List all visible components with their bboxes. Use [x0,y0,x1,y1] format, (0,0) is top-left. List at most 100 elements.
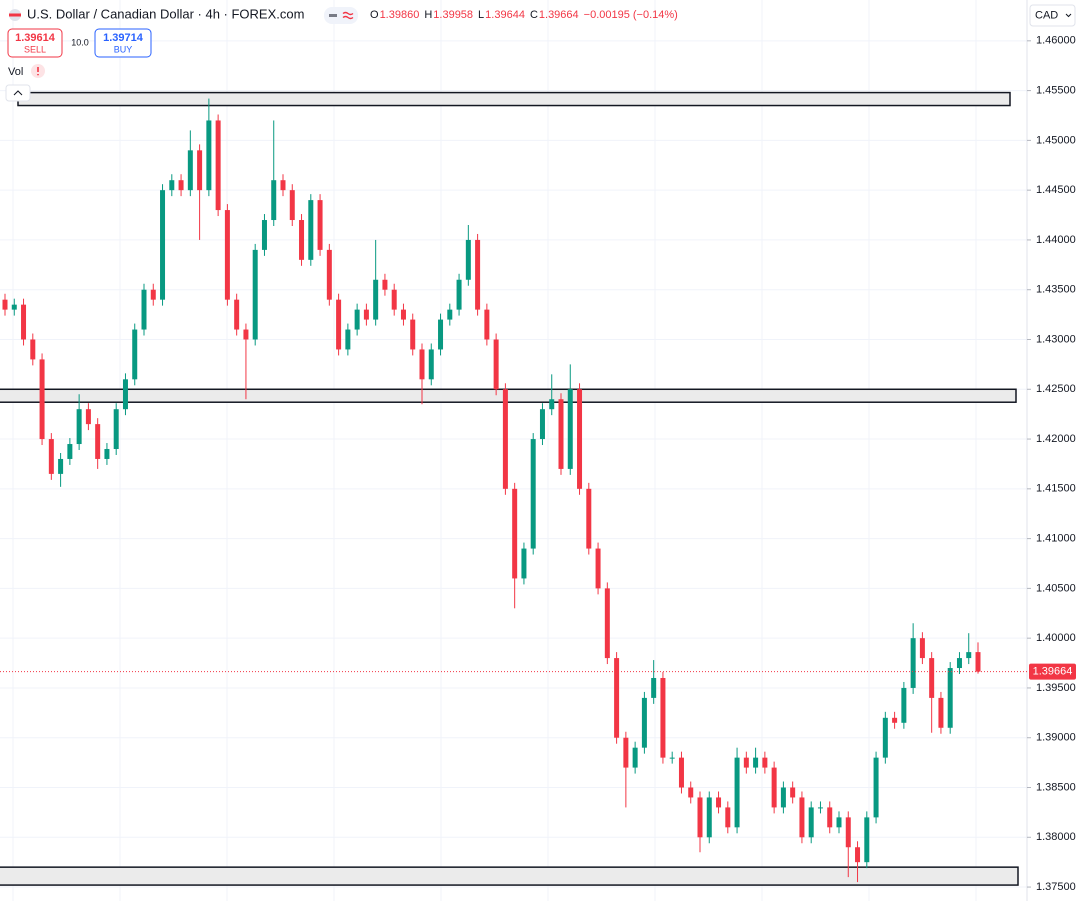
candle-body [530,439,536,549]
candle-body [475,239,481,310]
candle-body [947,668,953,728]
candle-body [929,658,935,698]
y-tick-label: 1.37500 [1036,881,1076,893]
ohlc-value: 1.39860 [380,9,420,21]
candle-body [85,409,91,425]
candle-body [956,658,962,669]
candle-body [48,439,54,474]
candle-body [799,797,805,838]
candle-body [122,379,128,410]
buy-button[interactable] [94,28,152,58]
buy-label: BUY [114,44,133,54]
candle-body [178,180,184,191]
volume-label: Vol [8,66,23,78]
candle-body [873,757,879,818]
status-pill [324,7,358,24]
price-zone [17,91,1011,107]
y-tick-label: 1.42000 [1036,433,1076,445]
candle-body [892,717,898,723]
candle-body [456,279,462,310]
candle-body [382,279,388,290]
candle-body [465,239,471,280]
candle-body [234,299,240,330]
sell-price: 1.39614 [15,32,56,44]
candle-body [317,200,323,250]
candle-body [910,638,916,688]
candle-body [373,279,379,320]
candle-body [901,687,907,723]
candle-body [678,757,684,788]
candle-body [753,757,759,768]
last-price-tag [1029,663,1076,680]
ohlc-legend: O 1.39860 H 1.39958 L 1.39644 C 1.39664 −0.00195… [370,9,678,21]
candle-body [512,488,518,579]
y-tick-label: 1.45500 [1036,85,1076,97]
candle-body [669,757,675,759]
candle-body [280,180,286,191]
candle-body [632,747,638,768]
candle-body [2,299,8,310]
candle-body [326,249,332,300]
candle-body [864,817,870,863]
y-tick-label: 1.38500 [1036,781,1076,793]
candle-body [706,797,712,838]
candle-body [502,389,508,489]
change: −0.00195 (−0.14%) [584,9,678,21]
candle-body [363,309,369,320]
candle-body [567,389,573,469]
candle-body [150,289,156,300]
candle-body [187,150,193,191]
candle-body [141,289,147,330]
y-tick-label: 1.43500 [1036,284,1076,296]
candle-body [975,652,981,672]
candle-body [614,658,620,738]
candle-body [104,449,110,459]
y-tick-label: 1.41500 [1036,483,1076,495]
collapse-button[interactable] [5,84,31,102]
y-tick-label: 1.44500 [1036,184,1076,196]
y-tick-label: 1.39000 [1036,732,1076,744]
grid [0,0,1027,901]
candle-body [641,697,647,748]
currency-button[interactable] [1029,4,1076,27]
y-tick-label: 1.41000 [1036,533,1076,545]
candle-body [586,488,592,549]
candle-body [400,309,406,320]
candle-body [113,409,119,450]
candle-body [938,697,944,728]
candle-body [539,409,545,440]
candle-body [160,190,166,300]
sell-label: SELL [24,44,46,54]
ohlc-value: 1.39958 [433,9,473,21]
ohlc-value: 1.39644 [485,9,525,21]
candle-body [577,389,583,489]
y-tick-label: 1.44000 [1036,234,1076,246]
candle-body [623,737,629,768]
candle-body [780,787,786,808]
price-axis: 1.37500 1.38000 1.38500 1.39000 1.39500 1.400… [1027,35,1076,893]
ohlc-key: C [530,9,538,21]
candle-body [39,359,45,440]
candle-body [252,249,258,340]
spread: 10.0 [71,37,89,47]
candle-body [243,329,249,340]
candle-body [67,444,73,459]
zones [0,91,1019,886]
candle-body [308,200,314,260]
price-zone [0,388,1017,403]
candle-body [224,210,230,300]
candle-body [271,180,277,221]
buy-price: 1.39714 [103,32,144,44]
price-zone [0,866,1019,886]
candle-body [354,309,360,330]
candle-body [845,817,851,848]
sell-button[interactable] [7,28,63,58]
candle-body [771,767,777,808]
y-tick-label: 1.42500 [1036,383,1076,395]
candle-body [428,349,434,380]
ohlc-key: O [370,9,379,21]
currency-chevron [1065,13,1072,18]
candles [2,98,981,883]
candle-body [855,847,861,863]
candle-body [484,309,490,340]
